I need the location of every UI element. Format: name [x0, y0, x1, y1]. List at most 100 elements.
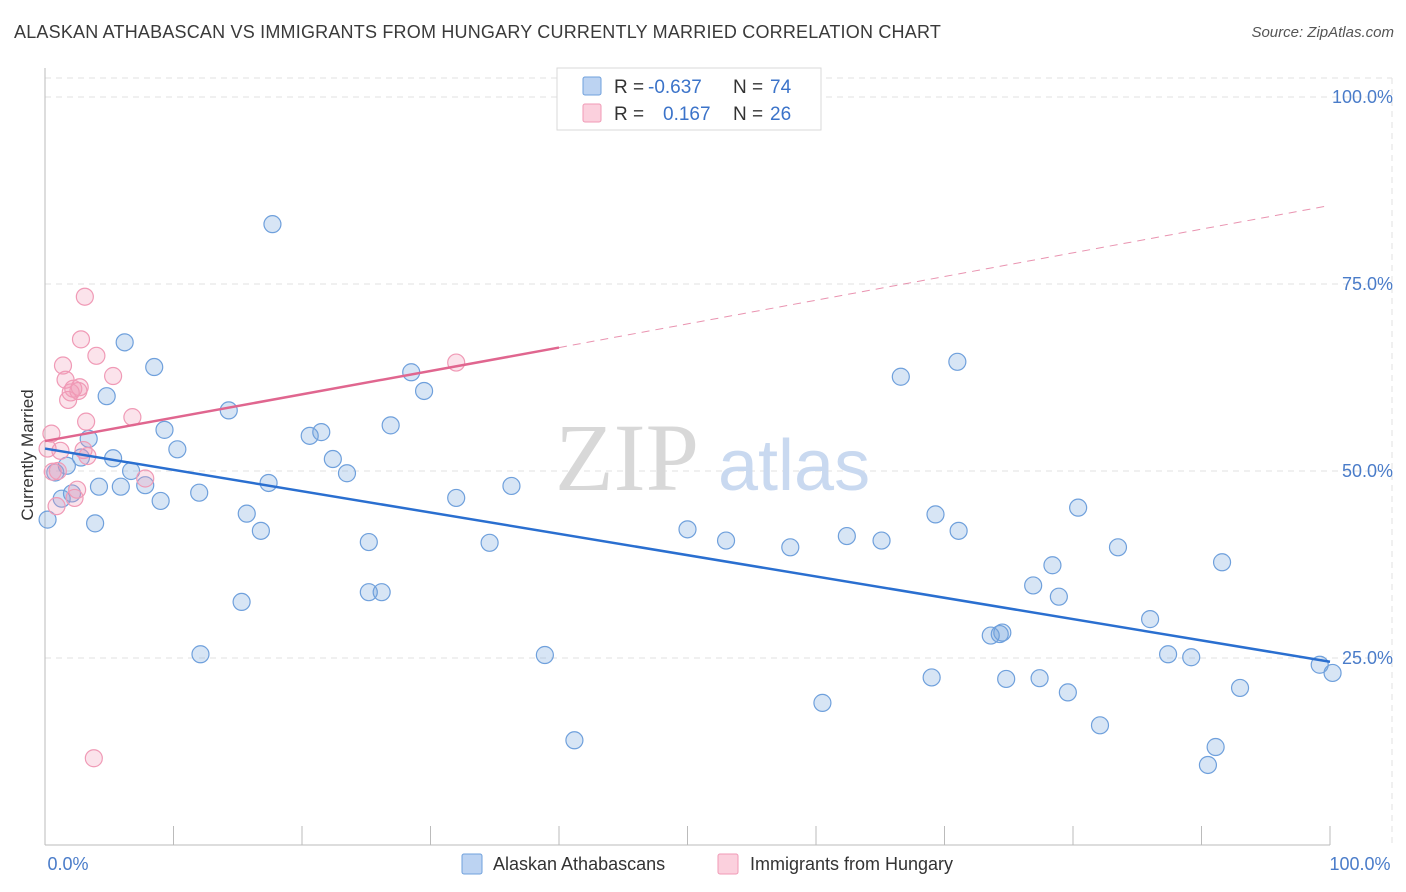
- athabascan-point: [155, 420, 174, 439]
- y-tick-label: 25.0%: [1342, 648, 1393, 668]
- athabascan-point: [111, 477, 130, 496]
- series-legend-label-1: Alaskan Athabascans: [493, 854, 665, 874]
- athabascan-point: [981, 626, 1000, 645]
- y-tick-label: 50.0%: [1342, 461, 1393, 481]
- hungary-point: [136, 469, 155, 488]
- legend-n-value-2: 26: [770, 104, 791, 125]
- athabascan-point: [813, 693, 832, 712]
- athabascan-point: [1090, 716, 1110, 735]
- athabascan-point: [716, 531, 736, 550]
- athabascan-point: [1140, 610, 1160, 629]
- athabascan-point: [948, 352, 967, 371]
- watermark-atlas: atlas: [718, 426, 870, 506]
- hungary-point: [43, 462, 62, 481]
- athabascan-point: [872, 531, 891, 550]
- athabascan-point: [381, 416, 400, 435]
- athabascan-point: [502, 476, 521, 496]
- athabascan-point: [312, 423, 331, 442]
- athabascan-point: [89, 477, 109, 496]
- athabascan-point: [414, 381, 434, 401]
- legend-r-label-1: R =: [614, 77, 644, 98]
- athabascan-point: [1206, 737, 1225, 757]
- y-tick-label: 100.0%: [1332, 87, 1393, 107]
- athabascan-point: [1158, 645, 1178, 664]
- athabascan-point: [535, 645, 554, 665]
- legend-r-label-2: R =: [614, 104, 644, 125]
- athabascan-point: [145, 357, 164, 377]
- athabascan-point: [97, 387, 116, 406]
- grid-lines: [45, 77, 1393, 845]
- legend-n-value-1: 74: [770, 77, 792, 98]
- athabascan-point: [151, 491, 170, 511]
- series-legend-swatch-blue: [461, 853, 483, 875]
- athabascan-point: [1230, 678, 1250, 698]
- athabascan-point: [1198, 755, 1218, 775]
- legend-n-label-1: N =: [733, 77, 763, 98]
- watermark-zip: ZIP: [555, 404, 699, 511]
- tick-labels: 0.0% 100.0% 25.0% 50.0% 75.0% 100.0%: [47, 87, 1393, 874]
- hungary-point: [104, 366, 123, 386]
- athabascan-point: [300, 426, 319, 445]
- chart-title: ALASKAN ATHABASCAN VS IMMIGRANTS FROM HU…: [14, 22, 942, 42]
- athabascan-point: [1043, 556, 1062, 575]
- athabascan-point: [1069, 498, 1088, 517]
- athabascan-point: [219, 401, 238, 420]
- athabascan-point: [1030, 669, 1049, 688]
- series-legend: Alaskan Athabascans Immigrants from Hung…: [461, 853, 953, 875]
- athabascan-point: [251, 521, 270, 540]
- athabascan-point: [337, 464, 357, 483]
- athabascan-point: [926, 505, 945, 524]
- legend-swatch-pink: [582, 103, 602, 123]
- athabascan-point: [168, 440, 187, 459]
- legend-n-label-2: N =: [733, 104, 763, 125]
- hungary-point: [75, 287, 94, 306]
- athabascan-point: [1024, 576, 1043, 595]
- hungary-point: [68, 480, 87, 499]
- athabascan-point: [781, 538, 800, 557]
- athabascan-point: [136, 476, 155, 495]
- athabascan-point: [1212, 553, 1232, 572]
- athabascan-point: [447, 488, 466, 508]
- hungary-point: [87, 346, 106, 365]
- trend-lines: [44, 204, 1331, 663]
- athabascan-point: [38, 510, 57, 529]
- athabascan-point: [359, 583, 378, 602]
- y-axis-title: Currently Married: [18, 389, 37, 520]
- athabascan-point: [480, 533, 499, 552]
- athabascan-point: [993, 623, 1012, 642]
- hungary-point: [53, 356, 73, 375]
- athabascan-point: [678, 520, 697, 539]
- x-tick-label: 0.0%: [47, 854, 88, 874]
- series-legend-label-2: Immigrants from Hungary: [750, 854, 953, 874]
- hungary-trend-extension: [558, 204, 1331, 349]
- athabascan-point: [259, 473, 278, 493]
- legend-r-value-2: 0.167: [663, 104, 711, 125]
- athabascan-point: [263, 215, 282, 234]
- series-legend-swatch-pink: [717, 853, 739, 875]
- athabascan-point: [372, 583, 391, 602]
- athabascan-point: [837, 526, 856, 546]
- hungary-point: [71, 330, 91, 349]
- athabascan-point: [922, 668, 941, 687]
- hungary-point: [77, 412, 96, 431]
- hungary-trend-line: [44, 346, 560, 443]
- watermark: ZIP atlas: [555, 404, 870, 511]
- athabascan-point: [1182, 648, 1201, 667]
- athabascan-point: [190, 483, 209, 502]
- athabascan-point: [949, 521, 968, 540]
- hungary-point: [48, 461, 67, 481]
- hungary-point: [42, 424, 61, 443]
- athabascan-point: [115, 333, 134, 352]
- hungary-point: [59, 390, 78, 410]
- athabascan-point: [1323, 663, 1342, 683]
- athabascan-point: [997, 669, 1016, 689]
- correlation-legend: R = -0.637 N = 74 R = 0.167 N = 26: [556, 67, 822, 131]
- athabascan-point: [1049, 587, 1068, 606]
- hungary-point: [47, 497, 66, 516]
- athabascan-point: [191, 645, 210, 664]
- x-tick-label: 100.0%: [1329, 854, 1390, 874]
- hungary-point: [70, 378, 89, 397]
- athabascan-point: [359, 532, 378, 552]
- athabascan-point: [565, 731, 584, 750]
